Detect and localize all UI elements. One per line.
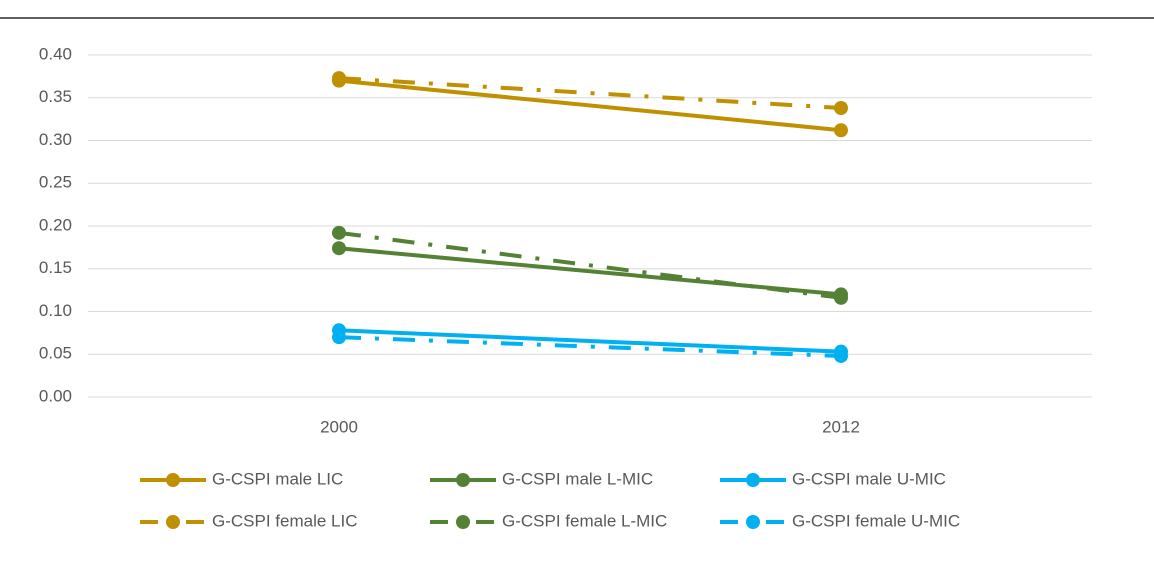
marker [332, 241, 346, 256]
x-tick-label: 2000 [320, 417, 358, 436]
x-tick-label: 2012 [822, 417, 860, 436]
series-line [338, 246, 842, 297]
legend-label: G-CSPI male U-MIC [792, 469, 946, 488]
y-tick-label: 0.40 [39, 44, 72, 63]
y-tick-label: 0.25 [39, 173, 72, 192]
legend-label: G-CSPI female L-MIC [502, 511, 667, 530]
y-tick-label: 0.15 [39, 258, 72, 277]
legend-marker [166, 473, 180, 487]
legend-marker [746, 515, 760, 529]
marker [834, 101, 848, 116]
y-tick-label: 0.05 [39, 344, 72, 363]
y-tick-label: 0.10 [39, 301, 72, 320]
marker [332, 330, 346, 345]
legend-label: G-CSPI female U-MIC [792, 511, 960, 530]
legend-marker [746, 473, 760, 487]
y-tick-label: 0.35 [39, 87, 72, 106]
marker [332, 71, 346, 86]
legend-label: G-CSPI female LIC [212, 511, 358, 530]
marker [332, 225, 346, 240]
marker [834, 123, 848, 138]
legend-label: G-CSPI male LIC [212, 469, 343, 488]
legend-label: G-CSPI male L-MIC [502, 469, 653, 488]
legend-marker [166, 515, 180, 529]
legend-marker [456, 515, 470, 529]
series-line [338, 328, 842, 354]
marker [834, 290, 848, 305]
y-tick-label: 0.20 [39, 215, 72, 234]
series-line [338, 230, 842, 300]
legend-marker [456, 473, 470, 487]
y-tick-label: 0.30 [39, 130, 72, 149]
y-tick-label: 0.00 [39, 386, 72, 405]
marker [834, 348, 848, 363]
series-line [338, 78, 842, 133]
